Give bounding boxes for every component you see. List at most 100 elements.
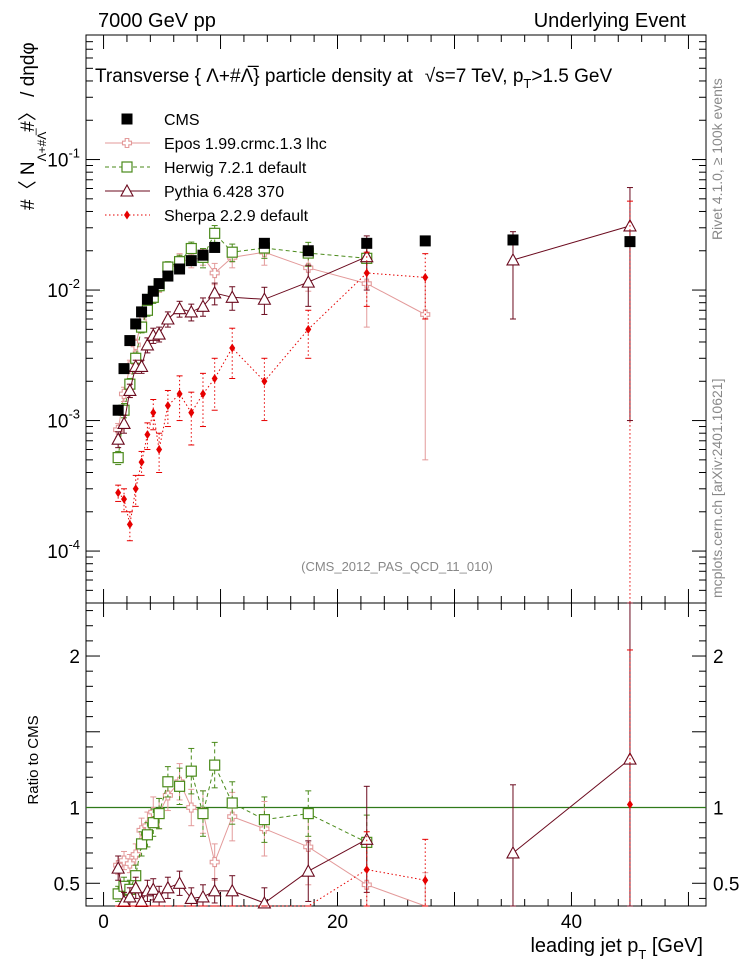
main-pythia-6-428-370-point	[117, 416, 131, 430]
y-tick-label: 10-3	[47, 407, 80, 433]
main-cms-group	[112, 234, 636, 416]
ratio-sherpa-2-2-9-default-point	[626, 799, 633, 809]
x-tick-label: 40	[561, 912, 582, 933]
main-sherpa-2-2-9-default-point	[164, 401, 171, 411]
main-sherpa-2-2-9-default-point	[305, 324, 312, 334]
ratio-herwig-7-2-1-default-point	[226, 797, 238, 809]
ratio-epos-1-99-crmc-1-3-lhc-group	[113, 763, 429, 907]
ratio-sherpa-2-2-9-default-point	[363, 865, 370, 875]
header-right: Underlying Event	[534, 10, 687, 32]
main-sherpa-2-2-9-default-point	[121, 494, 128, 504]
main-sherpa-2-2-9-default-point	[211, 374, 218, 384]
ratio-sherpa-2-2-9-default-point	[422, 875, 429, 885]
main-cms-point	[130, 318, 142, 330]
y-tick-label-exp: -1	[68, 146, 80, 161]
main-herwig-7-2-1-default-point	[209, 227, 221, 239]
main-sherpa-2-2-9-default-point	[188, 408, 195, 418]
y-tick-label: 10-2	[47, 276, 80, 302]
ratio-pythia-6-428-370-point	[257, 895, 272, 909]
legend-pythia-6-428-370-label: Pythia 6.428 370	[164, 184, 284, 201]
ratio-tick-label-right: 2	[713, 647, 724, 668]
ratio-panel-frame	[85, 602, 707, 907]
ratio-herwig-7-2-1-default-point	[173, 780, 186, 792]
main-sherpa-2-2-9-default-point	[126, 519, 133, 529]
main-cms-point	[118, 363, 130, 375]
ratio-herwig-7-2-1-default-point	[209, 759, 221, 771]
main-cms-point	[185, 255, 197, 267]
main-cms-point	[124, 335, 136, 347]
ratio-tick-label-right: 0.5	[713, 874, 739, 895]
main-sherpa-2-2-9-default-line	[117, 272, 426, 525]
legend-herwig-7-2-1-default-marker	[121, 161, 133, 173]
y-tick-label-exp: -2	[68, 276, 80, 291]
analysis-watermark: (CMS_2012_PAS_QCD_11_010)	[301, 559, 493, 574]
main-pythia-6-428-370-point	[506, 252, 520, 266]
y-tick-label-base: 10	[47, 151, 68, 172]
x-axis-label-unit: [GeV]	[646, 935, 703, 957]
main-pythia-6-428-370-point	[184, 304, 199, 318]
legend-cms-label: CMS	[164, 112, 200, 129]
ratio-pythia-6-428-370-point	[128, 880, 143, 894]
main-cms-point	[507, 234, 519, 246]
ratio-axis-ticks: 0.5 0.51 12 20 20 40	[54, 603, 739, 933]
ratio-pythia-6-428-370-point	[122, 889, 137, 903]
ratio-pythia-6-428-370-point	[146, 882, 161, 895]
main-pythia-6-428-370-point	[301, 274, 316, 288]
ratio-tick-label-right: 1	[713, 799, 724, 820]
main-pythia-6-428-370-point	[160, 311, 175, 325]
ratio-pythia-6-428-370-point	[301, 864, 316, 877]
legend-epos-1-99-crmc-1-3-lhc-marker	[121, 137, 133, 149]
ratio-pythia-6-428-370-point	[506, 845, 520, 859]
main-cms-point	[141, 293, 153, 305]
y-tick-label: 10-4	[47, 537, 80, 563]
main-cms-point	[209, 241, 221, 253]
y-tick-label-exp: -4	[68, 537, 80, 552]
ratio-pythia-6-428-370-point	[225, 883, 240, 897]
x-tick-label: 20	[327, 912, 348, 933]
ratio-herwig-7-2-1-default-point	[135, 838, 148, 850]
chart-title-energy: √s=7 TeV, p	[425, 66, 524, 87]
main-pythia-6-428-370-point	[172, 301, 187, 315]
ratio-herwig-7-2-1-default-group	[112, 741, 373, 902]
x-axis-label-sub: T	[638, 947, 646, 962]
main-herwig-7-2-1-default-group	[112, 225, 373, 466]
main-sherpa-2-2-9-default-point	[363, 268, 370, 278]
main-pythia-6-428-370-group	[111, 187, 637, 449]
main-pythia-6-428-370-point	[257, 292, 272, 305]
ratio-tick-label-left: 0.5	[54, 874, 80, 895]
main-cms-point	[624, 236, 636, 248]
main-epos-1-99-crmc-1-3-lhc-point	[209, 267, 220, 279]
main-sherpa-2-2-9-default-point	[422, 272, 429, 282]
main-pythia-6-428-370-point	[111, 432, 126, 445]
legend-herwig-7-2-1-default-label: Herwig 7.2.1 default	[164, 160, 307, 177]
y-tick-label-base: 10	[47, 542, 68, 563]
chart-title-main: Transverse { Λ+#Λ̅} particle density at	[95, 66, 413, 87]
mcplots-label: mcplots.cern.ch [arXiv:2401.10621]	[709, 379, 725, 598]
legend-cms-marker	[121, 113, 133, 125]
main-sherpa-2-2-9-default-point	[138, 457, 145, 467]
ratio-epos-1-99-crmc-1-3-lhc-point	[227, 811, 238, 822]
legend-sherpa-2-2-9-default-label: Sherpa 2.2.9 default	[164, 208, 309, 225]
main-sherpa-2-2-9-default-point	[150, 408, 157, 418]
chart-title: Transverse { Λ+#Λ̅} particle density at √…	[95, 66, 612, 91]
main-cms-point	[361, 237, 373, 249]
main-herwig-7-2-1-default-point	[185, 242, 197, 255]
main-pythia-6-428-370-point	[152, 326, 167, 340]
ratio-pythia-6-428-370-point	[160, 880, 175, 894]
ratio-pythia-6-428-370-point	[111, 860, 126, 874]
ratio-herwig-7-2-1-default-point	[141, 829, 154, 841]
ratio-herwig-7-2-1-default-point	[162, 776, 174, 788]
main-cms-point	[153, 278, 165, 290]
ratio-epos-1-99-crmc-1-3-lhc-point	[124, 858, 135, 869]
ratio-herwig-7-2-1-default-point	[258, 814, 270, 826]
main-cms-point	[258, 237, 270, 249]
ratio-pythia-6-428-370-line	[512, 758, 631, 854]
ratio-herwig-7-2-1-default-line	[117, 763, 368, 895]
ratio-pythia-6-428-370-point	[184, 891, 199, 904]
ratio-herwig-7-2-1-default-point	[185, 765, 197, 777]
ratio-herwig-7-2-1-default-point	[302, 807, 314, 820]
main-sherpa-2-2-9-default-group	[115, 200, 633, 603]
main-pythia-6-428-370-point	[140, 337, 155, 351]
main-cms-point	[136, 306, 148, 318]
